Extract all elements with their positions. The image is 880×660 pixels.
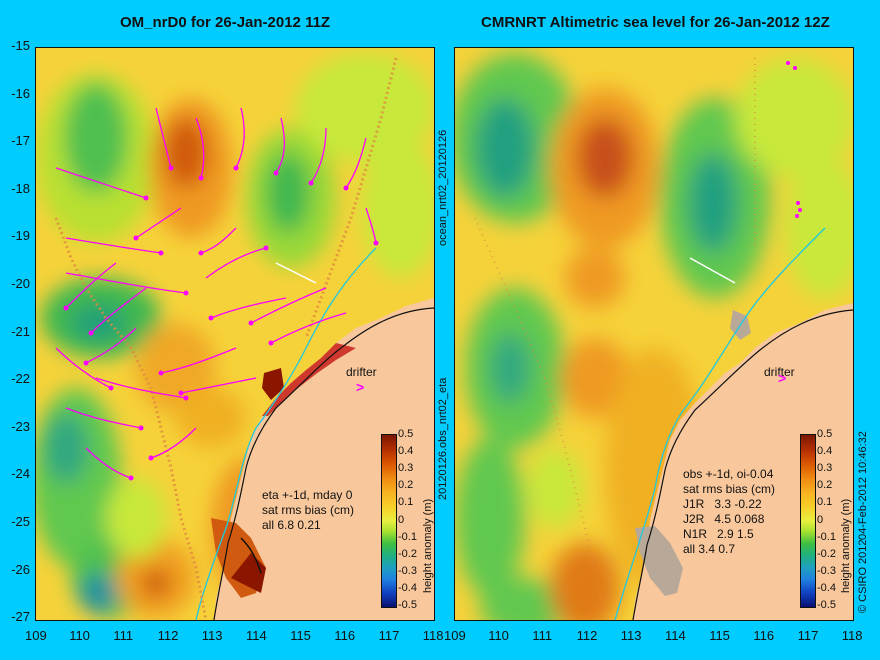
right-info-line-2: sat rms bias (cm) — [683, 482, 776, 496]
x-tick-label: 117 — [378, 628, 400, 643]
y-tick-label: -26 — [11, 561, 30, 577]
left-info-line-2: sat rms bias (cm) — [262, 503, 355, 517]
y-tick-label: -22 — [11, 371, 30, 387]
colorbar-tick-label: 0.3 — [817, 462, 833, 475]
left-map-panel — [35, 47, 435, 621]
y-tick-label: -24 — [11, 466, 30, 482]
right-map-title: CMRNRT Altimetric sea level for 26-Jan-2… — [481, 14, 830, 31]
x-tick-label: 109 — [25, 628, 47, 643]
colorbar-tick-label: 0.2 — [398, 479, 414, 492]
right-colorbar-label: height anomaly (m) — [840, 498, 852, 593]
colorbar-tick-label: 0.5 — [398, 428, 414, 440]
x-tick-label: 115 — [290, 628, 311, 643]
x-tick-label: 114 — [246, 628, 267, 643]
colorbar-tick-label: 0 — [398, 513, 405, 526]
colorbar-tick-label: 0.4 — [398, 445, 414, 458]
x-tick-label: 110 — [488, 628, 509, 643]
y-tick-label: -20 — [11, 276, 30, 291]
x-tick-label: 118 — [422, 628, 444, 643]
colorbar-tick-label: 0.2 — [817, 479, 833, 492]
colorbar-tick-label: -0.5 — [398, 599, 417, 611]
left-info-line-3: all 6.8 0.21 — [262, 518, 321, 532]
colorbar-tick-label: 0.1 — [817, 496, 833, 509]
x-tick-label: 113 — [620, 628, 642, 643]
x-tick-label: 114 — [665, 628, 686, 643]
x-tick-label: 112 — [157, 628, 179, 643]
colorbar-tick-label: -0.5 — [817, 599, 836, 611]
right-map-graphic — [455, 48, 853, 620]
x-tick-label: 113 — [201, 628, 223, 643]
right-info-line-5: N1R 2.9 1.5 — [683, 527, 754, 541]
colorbar-tick-label: -0.4 — [817, 581, 836, 594]
colorbar-tick-label: -0.2 — [817, 547, 836, 560]
y-tick-label: -23 — [11, 418, 30, 434]
y-tick-label: -25 — [11, 514, 30, 529]
left-drifter-label: drifter — [346, 365, 377, 379]
left-info-line-1: eta +-1d, mday 0 — [262, 488, 353, 502]
y-tick-label: -15 — [11, 38, 30, 53]
right-map-panel — [454, 47, 854, 621]
left-colorbar-label: height anomaly (m) — [422, 498, 434, 593]
colorbar-tick-label: 0.1 — [398, 496, 414, 509]
x-tick-label: 118 — [841, 628, 863, 643]
x-tick-label: 116 — [334, 628, 356, 643]
colorbar-tick-label: 0.4 — [817, 445, 833, 458]
left-map-title: OM_nrD0 for 26-Jan-2012 11Z — [120, 14, 331, 31]
x-tick-label: 117 — [797, 628, 819, 643]
right-colorbar — [800, 434, 816, 608]
colorbar-tick-label: -0.1 — [398, 530, 417, 543]
y-tick-label: -18 — [11, 180, 30, 196]
x-tick-label: 109 — [444, 628, 466, 643]
x-tick-label: 111 — [532, 628, 553, 643]
x-tick-label: 115 — [709, 628, 730, 643]
y-tick-label: -21 — [11, 323, 30, 339]
colorbar-tick-label: 0 — [817, 513, 824, 526]
y-tick-label: -19 — [11, 228, 30, 244]
left-drifter-arrow: > — [356, 379, 365, 395]
left-colorbar — [381, 434, 397, 608]
y-tick-label: -16 — [11, 85, 30, 101]
colorbar-tick-label: 0.3 — [398, 462, 414, 475]
right-info-line-6: all 3.4 0.7 — [683, 542, 736, 556]
middle-vertical-label: 20120126.obs_nrt02_eta — [437, 377, 449, 500]
colorbar-tick-label: -0.1 — [817, 530, 836, 543]
right-drifter-arrow: > — [778, 370, 787, 386]
x-tick-label: 110 — [69, 628, 90, 643]
colorbar-tick-label: -0.3 — [817, 564, 836, 577]
credit-label: © CSIRO 2012 — [857, 539, 869, 613]
y-tick-label: -27 — [11, 609, 30, 625]
x-tick-label: 111 — [113, 628, 134, 643]
right-info-line-4: J2R 4.5 0.068 — [683, 512, 765, 526]
colorbar-tick-label: -0.4 — [398, 581, 417, 594]
colorbar-tick-label: -0.3 — [398, 564, 417, 577]
left-map-graphic — [36, 48, 434, 620]
x-tick-label: 112 — [576, 628, 598, 643]
colorbar-tick-label: 0.5 — [817, 428, 833, 440]
top-vertical-label: ocean_nrt02_20120126 — [437, 129, 449, 246]
right-info-line-3: J1R 3.3 -0.22 — [683, 497, 762, 511]
timestamp-label: 04-Feb-2012 10:46:32 — [857, 431, 869, 540]
right-info-line-1: obs +-1d, oi-0.04 — [683, 467, 774, 481]
x-tick-label: 116 — [753, 628, 775, 643]
colorbar-tick-label: -0.2 — [398, 547, 417, 560]
y-tick-label: -17 — [11, 133, 30, 149]
right-drifter-label: drifter — [764, 365, 795, 379]
